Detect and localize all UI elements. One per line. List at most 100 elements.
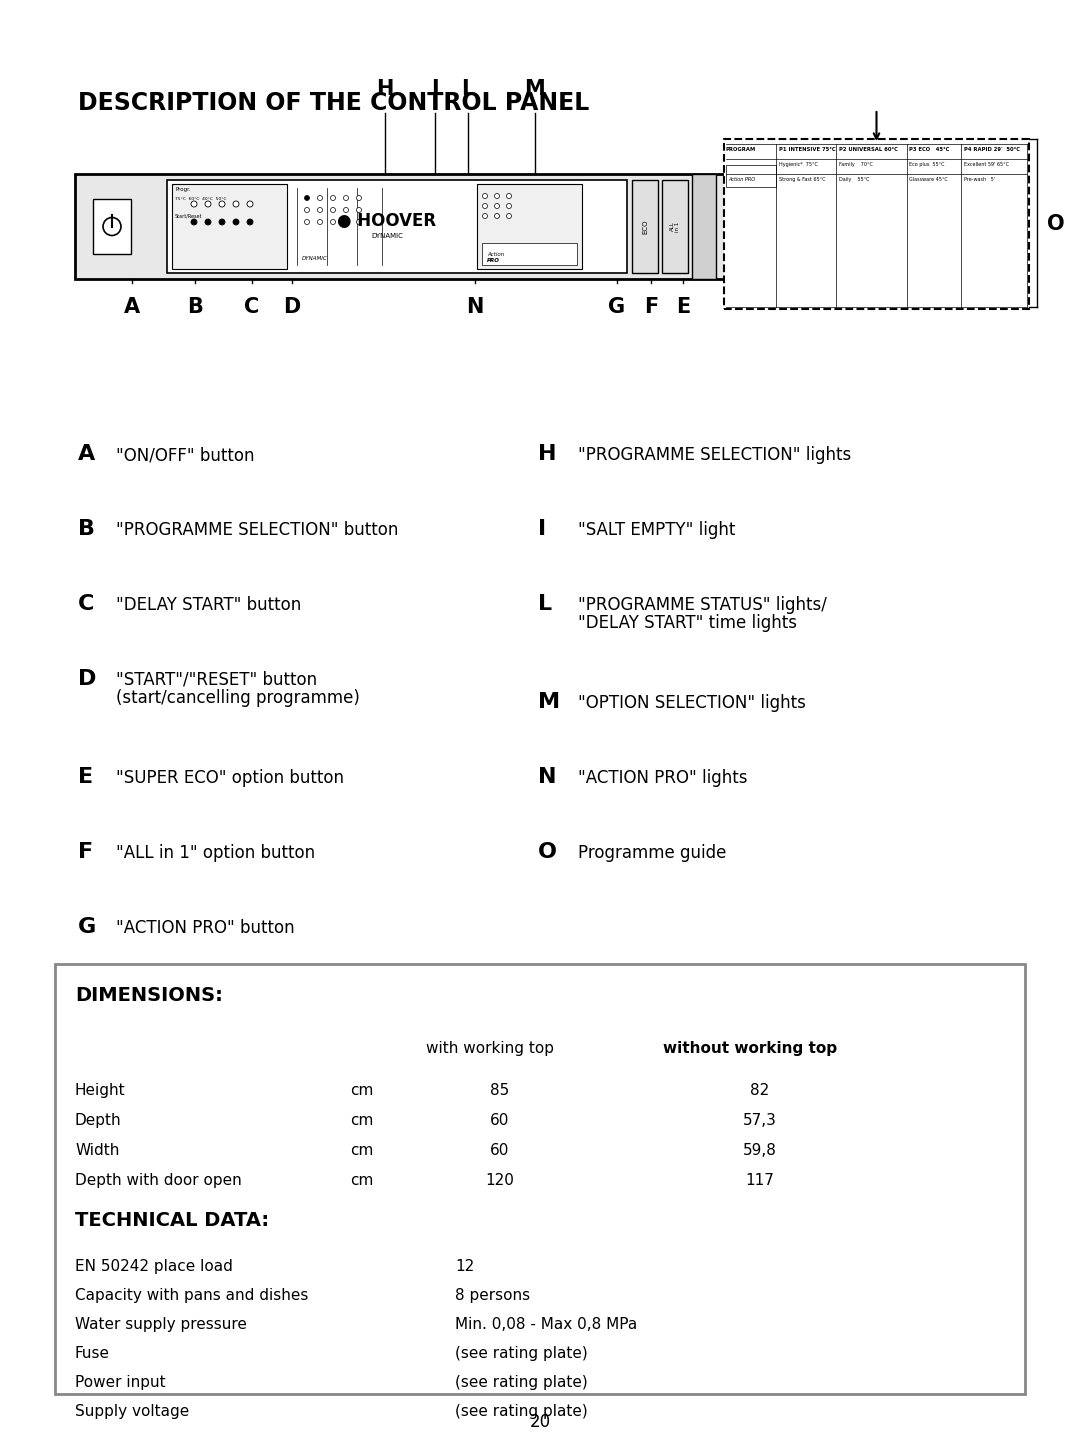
Text: Fuse: Fuse bbox=[75, 1346, 110, 1361]
Text: PROGRAM: PROGRAM bbox=[726, 146, 756, 152]
Text: I: I bbox=[538, 519, 546, 539]
Text: P3 ECO   45°C: P3 ECO 45°C bbox=[909, 146, 949, 152]
Text: "OPTION SELECTION" lights: "OPTION SELECTION" lights bbox=[578, 694, 806, 711]
Text: Action PRO: Action PRO bbox=[728, 177, 755, 183]
Text: with working top: with working top bbox=[426, 1040, 554, 1056]
Circle shape bbox=[507, 203, 512, 209]
Text: P4 RAPID 29'  50°C: P4 RAPID 29' 50°C bbox=[964, 146, 1020, 152]
Text: (see rating plate): (see rating plate) bbox=[455, 1375, 588, 1390]
Text: "DELAY START" time lights: "DELAY START" time lights bbox=[578, 614, 797, 632]
Circle shape bbox=[356, 219, 362, 225]
Text: "ACTION PRO" lights: "ACTION PRO" lights bbox=[578, 769, 747, 787]
Text: D: D bbox=[283, 297, 300, 317]
Circle shape bbox=[330, 196, 336, 200]
Text: Strong & Fast 65°C: Strong & Fast 65°C bbox=[779, 177, 825, 183]
Text: "ON/OFF" button: "ON/OFF" button bbox=[116, 446, 255, 464]
Circle shape bbox=[205, 219, 211, 225]
Circle shape bbox=[191, 219, 197, 225]
Text: Width: Width bbox=[75, 1143, 120, 1158]
Circle shape bbox=[343, 219, 349, 225]
Text: 12: 12 bbox=[455, 1259, 474, 1274]
Circle shape bbox=[507, 213, 512, 219]
Text: DYNAMIC: DYNAMIC bbox=[302, 256, 327, 261]
Text: G: G bbox=[608, 297, 625, 317]
Text: without working top: without working top bbox=[663, 1040, 837, 1056]
Bar bbox=[477, 184, 582, 270]
Circle shape bbox=[356, 196, 362, 200]
Bar bbox=[167, 180, 627, 272]
Circle shape bbox=[233, 201, 239, 207]
Text: Depth: Depth bbox=[75, 1113, 122, 1127]
Text: B: B bbox=[78, 519, 95, 539]
Circle shape bbox=[483, 194, 487, 199]
Text: Start/Reset: Start/Reset bbox=[175, 214, 203, 219]
Circle shape bbox=[483, 203, 487, 209]
Text: C: C bbox=[244, 297, 259, 317]
Circle shape bbox=[495, 213, 499, 219]
Circle shape bbox=[305, 196, 310, 200]
Circle shape bbox=[330, 219, 336, 225]
Bar bbox=[55, 964, 1025, 1394]
Text: 60: 60 bbox=[490, 1143, 510, 1158]
Text: Min. 0,08 - Max 0,8 MPa: Min. 0,08 - Max 0,8 MPa bbox=[455, 1317, 637, 1332]
Text: "DELAY START" button: "DELAY START" button bbox=[116, 596, 301, 614]
Circle shape bbox=[219, 201, 225, 207]
Text: E: E bbox=[78, 767, 93, 787]
Bar bbox=[724, 139, 1029, 309]
Text: cm: cm bbox=[350, 1143, 374, 1158]
Text: ALL
in 1: ALL in 1 bbox=[670, 222, 680, 232]
Text: A: A bbox=[78, 443, 95, 464]
Text: Height: Height bbox=[75, 1082, 125, 1098]
Text: 59,8: 59,8 bbox=[743, 1143, 777, 1158]
Circle shape bbox=[483, 213, 487, 219]
Circle shape bbox=[191, 201, 197, 207]
Text: ECO: ECO bbox=[642, 219, 648, 233]
Circle shape bbox=[343, 207, 349, 213]
Text: I: I bbox=[431, 80, 438, 99]
Circle shape bbox=[205, 201, 211, 207]
Text: 75°C  60°C  40°C  50°C: 75°C 60°C 40°C 50°C bbox=[175, 197, 227, 201]
Text: 120: 120 bbox=[486, 1174, 514, 1188]
Circle shape bbox=[233, 219, 239, 225]
Text: PRO: PRO bbox=[487, 258, 500, 264]
Text: Family    70°C: Family 70°C bbox=[839, 162, 873, 167]
Text: 82: 82 bbox=[751, 1082, 770, 1098]
Circle shape bbox=[247, 219, 253, 225]
Bar bbox=[692, 174, 716, 280]
Text: TECHNICAL DATA:: TECHNICAL DATA: bbox=[75, 1211, 269, 1230]
Text: "PROGRAMME SELECTION" lights: "PROGRAMME SELECTION" lights bbox=[578, 446, 851, 464]
Text: M: M bbox=[525, 80, 545, 99]
Text: O: O bbox=[538, 842, 557, 862]
Text: ● HOOVER: ● HOOVER bbox=[337, 213, 436, 230]
Text: DESCRIPTION OF THE CONTROL PANEL: DESCRIPTION OF THE CONTROL PANEL bbox=[78, 91, 590, 114]
Text: 8 persons: 8 persons bbox=[455, 1288, 530, 1303]
Text: E: E bbox=[676, 297, 690, 317]
Text: C: C bbox=[78, 594, 94, 614]
Text: Excellent 59' 65°C: Excellent 59' 65°C bbox=[964, 162, 1009, 167]
Text: P2 UNIVERSAL 60°C: P2 UNIVERSAL 60°C bbox=[839, 146, 897, 152]
Text: (start/cancelling programme): (start/cancelling programme) bbox=[116, 690, 360, 707]
Text: Glassware 45°C: Glassware 45°C bbox=[909, 177, 948, 183]
Text: H: H bbox=[538, 443, 556, 464]
Text: F: F bbox=[78, 842, 93, 862]
Circle shape bbox=[318, 196, 323, 200]
Text: Water supply pressure: Water supply pressure bbox=[75, 1317, 247, 1332]
Circle shape bbox=[318, 219, 323, 225]
Circle shape bbox=[495, 203, 499, 209]
Text: Programme guide: Programme guide bbox=[578, 843, 727, 862]
Bar bbox=[726, 165, 777, 187]
Text: 60: 60 bbox=[490, 1113, 510, 1127]
Text: "START"/"RESET" button: "START"/"RESET" button bbox=[116, 671, 318, 690]
Circle shape bbox=[305, 219, 310, 225]
Bar bbox=[482, 243, 577, 265]
Text: (see rating plate): (see rating plate) bbox=[455, 1346, 588, 1361]
Text: "PROGRAMME SELECTION" button: "PROGRAMME SELECTION" button bbox=[116, 522, 399, 539]
Circle shape bbox=[343, 196, 349, 200]
Text: "ACTION PRO" button: "ACTION PRO" button bbox=[116, 919, 295, 938]
Text: Depth with door open: Depth with door open bbox=[75, 1174, 242, 1188]
Text: "SALT EMPTY" light: "SALT EMPTY" light bbox=[578, 522, 735, 539]
Circle shape bbox=[330, 207, 336, 213]
Text: L: L bbox=[538, 594, 552, 614]
Bar bbox=[75, 174, 730, 280]
Text: P1 INTENSIVE 75°C: P1 INTENSIVE 75°C bbox=[779, 146, 836, 152]
